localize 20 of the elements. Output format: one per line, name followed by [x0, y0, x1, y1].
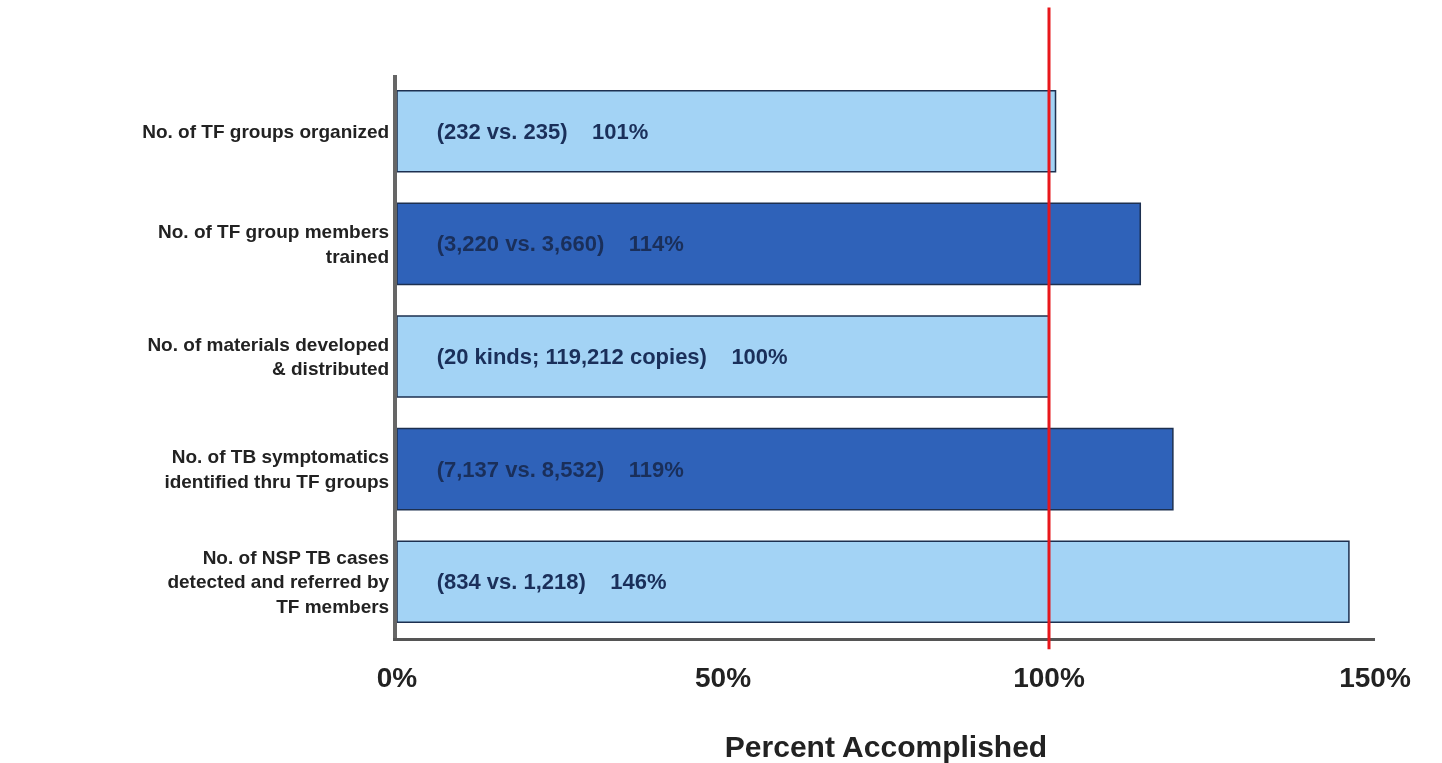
data-label: (834 vs. 1,218) 146% — [400, 569, 667, 595]
data-label: (7,137 vs. 8,532) 119% — [400, 456, 684, 482]
data-label: (232 vs. 235) 101% — [400, 118, 649, 144]
x-tick-label: 100% — [1013, 661, 1085, 693]
bar — [397, 315, 1050, 398]
x-tick-label: 0% — [376, 661, 418, 693]
x-tick-label: 150% — [1339, 661, 1411, 693]
bar — [397, 202, 1142, 286]
y-tick-label: No. of NSP TB cases detected and referred by TF members — [167, 546, 390, 618]
data-label: (20 kinds; 119,212 copies) 100% — [400, 344, 788, 369]
y-tick-label: No. of TF group members trained — [158, 221, 390, 267]
bar — [397, 427, 1174, 511]
x-tick-label: 50% — [694, 661, 752, 693]
y-tick-label: No. of TF groups organized — [142, 120, 390, 142]
data-label: (3,220 vs. 3,660) 114% — [400, 231, 684, 257]
y-tick-label: No. of materials developed & distributed — [147, 333, 390, 380]
x-axis-title: Percent Accomplished — [724, 730, 1048, 763]
bar — [397, 90, 1057, 173]
y-tick-label: No. of TB symptomatics identified thru TF groups — [164, 446, 390, 493]
bar — [397, 540, 1350, 623]
